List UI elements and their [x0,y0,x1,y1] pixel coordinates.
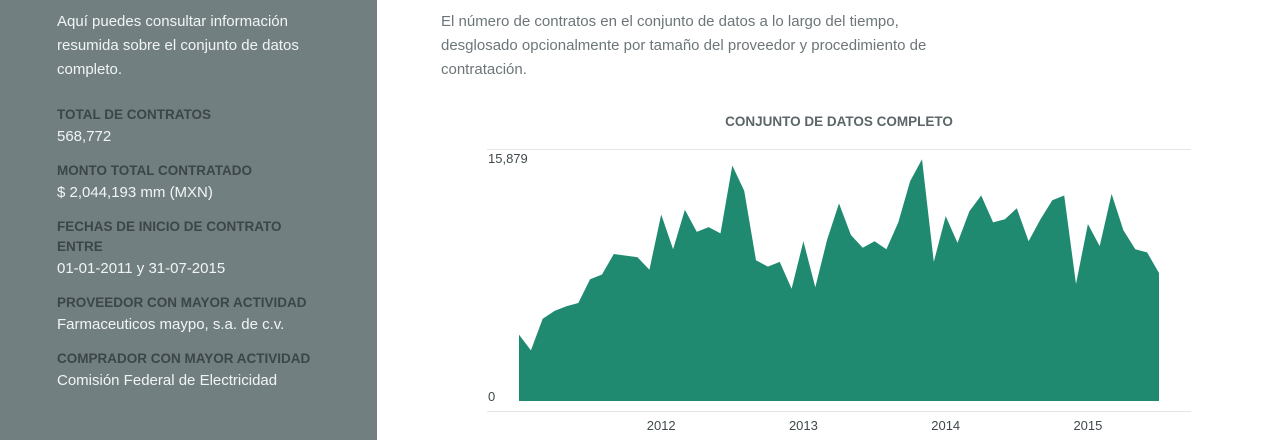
summary-sidebar: Aquí puedes consultar información resumi… [0,0,377,440]
top-buyer-label: COMPRADOR CON MAYOR ACTIVIDAD [57,351,311,366]
y-tick-label-max: 15,879 [488,151,528,166]
top-supplier-value: Farmaceuticos maypo, s.a. de c.v. [57,316,285,333]
y-tick-label-min: 0 [488,389,495,404]
total-contracts-value: 568,772 [57,128,112,145]
x-tick-label: 2015 [1073,418,1102,433]
x-tick-label: 2012 [647,418,676,433]
sidebar-intro: Aquí puedes consultar información resumi… [57,13,299,78]
contract-dates-label: FECHAS DE INICIO DE CONTRATO ENTRE [57,219,282,254]
top-buyer-value: Comisión Federal de Electricidad [57,372,278,389]
total-contracts-label: TOTAL DE CONTRATOS [57,107,212,122]
x-tick-label: 2014 [931,418,960,433]
top-supplier-label: PROVEEDOR CON MAYOR ACTIVIDAD [57,295,307,310]
x-tick-label: 2013 [789,418,818,433]
total-amount-label: MONTO TOTAL CONTRATADO [57,163,252,178]
total-amount-value: $ 2,044,193 mm (MXN) [57,184,213,201]
contracts-area [519,159,1159,401]
chart-title: CONJUNTO DE DATOS COMPLETO [725,114,953,129]
contract-dates-value: 01-01-2011 y 31-07-2015 [57,260,226,277]
chart-description: El número de contratos en el conjunto de… [441,13,927,78]
